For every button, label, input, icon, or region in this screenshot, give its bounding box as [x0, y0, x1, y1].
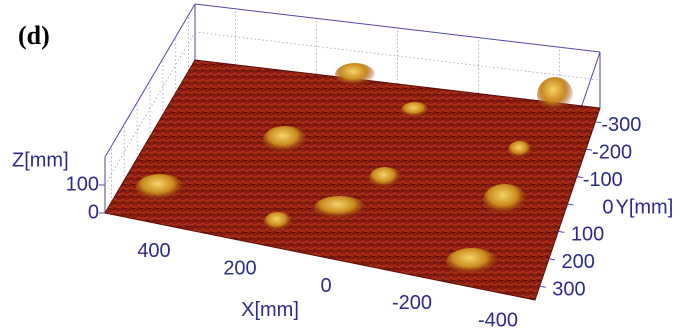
x-tick-label: 200: [223, 257, 256, 279]
y-tick-label: 0: [602, 196, 613, 218]
y-tick-label: 100: [571, 224, 604, 246]
z-tick-label: 0: [88, 201, 99, 223]
x-axis-label: X[mm]: [241, 299, 299, 321]
y-tick-label: 200: [562, 251, 595, 273]
y-tick-label: -100: [583, 169, 623, 191]
y-tick: [549, 259, 555, 260]
z-tick-label: 100: [66, 173, 99, 195]
x-tick-label: -400: [478, 310, 518, 332]
axis-line: [195, 4, 600, 52]
x-tick-label: 400: [137, 240, 170, 262]
panel-label: (d): [18, 21, 50, 50]
y-tick: [540, 286, 546, 287]
y-tick-label: -200: [592, 141, 632, 163]
y-tick: [568, 204, 574, 205]
x-tick-label: -200: [392, 292, 432, 314]
x-tick-label: 0: [320, 275, 331, 297]
y-tick: [558, 231, 564, 232]
chart: (d) 400 200 0 -200 -400 -300 -200 -100 0 100 200 30…: [0, 0, 684, 332]
y-axis-label: Y[mm]: [616, 196, 674, 218]
y-tick-label: -300: [601, 114, 641, 136]
y-tick-label: 300: [552, 279, 585, 301]
z-axis-label: Z[mm]: [12, 149, 69, 171]
